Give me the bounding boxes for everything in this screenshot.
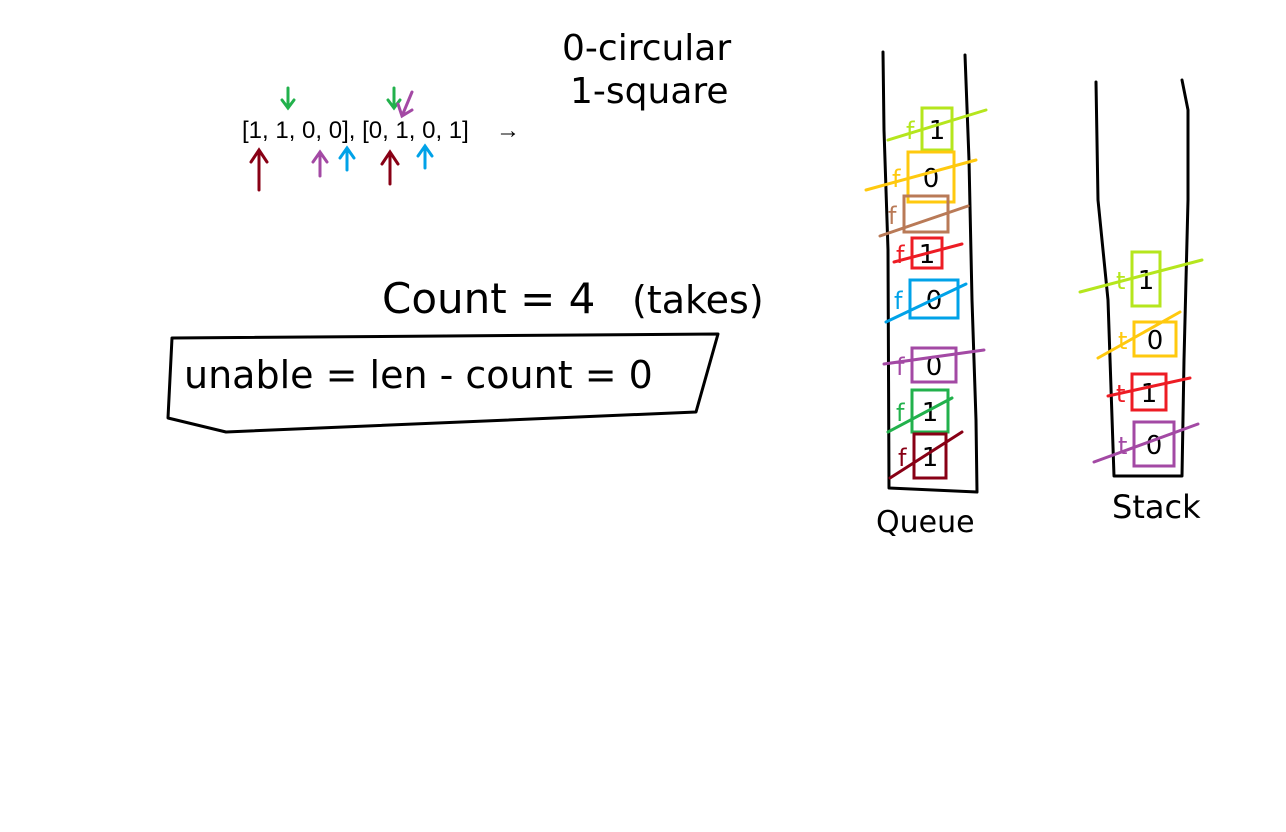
- queue-cell: 0f: [864, 150, 978, 204]
- pointer-arrow-maroon-1: [249, 147, 269, 192]
- legend-line-circular: 0-circular: [562, 28, 731, 69]
- queue-cell-value: 0: [923, 164, 940, 194]
- queue-cell-value: 0: [926, 352, 943, 382]
- queue-cell: 1f: [892, 236, 964, 270]
- formula-box: [166, 332, 720, 434]
- arrays-text: [1, 1, 0, 0], [0, 1, 0, 1]: [242, 117, 469, 144]
- stack-cell: 0t: [1096, 310, 1182, 360]
- arrays-arrow: →: [496, 117, 520, 144]
- queue-cell: 0f: [882, 346, 986, 384]
- stack-cell-value: 1: [1141, 379, 1158, 409]
- queue-cell: 1f: [886, 106, 988, 152]
- stack-cell: 0t: [1092, 420, 1200, 468]
- legend-line-square: 1-square: [570, 71, 729, 112]
- pointer-arrow-blue-1: [338, 145, 356, 172]
- pointer-arrow-blue-2: [416, 143, 434, 170]
- pointer-arrow-maroon-2: [380, 149, 400, 186]
- stack-cell-marker: t: [1118, 327, 1127, 355]
- pointer-arrow-purple-top: [396, 90, 414, 119]
- queue-cell-marker: f: [894, 287, 903, 315]
- stack-cell-marker: t: [1118, 432, 1127, 460]
- queue-label: Queue: [876, 505, 975, 540]
- formula-text: unable = len - count = 0: [184, 353, 653, 397]
- queue-cell-value: 1: [929, 116, 946, 146]
- queue-cell-marker: f: [898, 444, 907, 472]
- stack-cell-value: 0: [1146, 431, 1163, 461]
- stack-cells: 1t0t1t0t: [1078, 250, 1204, 468]
- queue-cell-value: 1: [922, 398, 939, 428]
- queue-cell-marker: f: [896, 353, 905, 381]
- queue-cell-marker: f: [892, 165, 901, 193]
- pointer-arrow-purple-below: [311, 149, 329, 178]
- stack-cell-value: 0: [1147, 326, 1164, 356]
- queue-cell-marker: f: [896, 399, 905, 427]
- queue-cell: 1f: [886, 388, 954, 434]
- queue-cell-marker: f: [888, 202, 897, 230]
- stack-cell-value: 1: [1138, 266, 1155, 296]
- queue-cell: 0f: [884, 278, 968, 324]
- count-note: (takes): [632, 278, 764, 322]
- queue-cell: f: [878, 194, 970, 238]
- queue-cell-value: 0: [926, 286, 943, 316]
- pointer-arrow-green-1: [280, 86, 296, 111]
- stack-cell: 1t: [1078, 250, 1204, 308]
- stack-container: [1094, 78, 1190, 478]
- queue-cell-marker: f: [896, 241, 905, 269]
- queue-cell-marker: f: [906, 117, 915, 145]
- queue-container: [881, 50, 979, 494]
- queue-cell-value: 1: [919, 240, 936, 270]
- count-text: Count = 4: [382, 274, 595, 323]
- stack-label: Stack: [1112, 488, 1201, 526]
- queue-cell: 1f: [888, 430, 964, 480]
- stack-cell: 1t: [1106, 372, 1192, 412]
